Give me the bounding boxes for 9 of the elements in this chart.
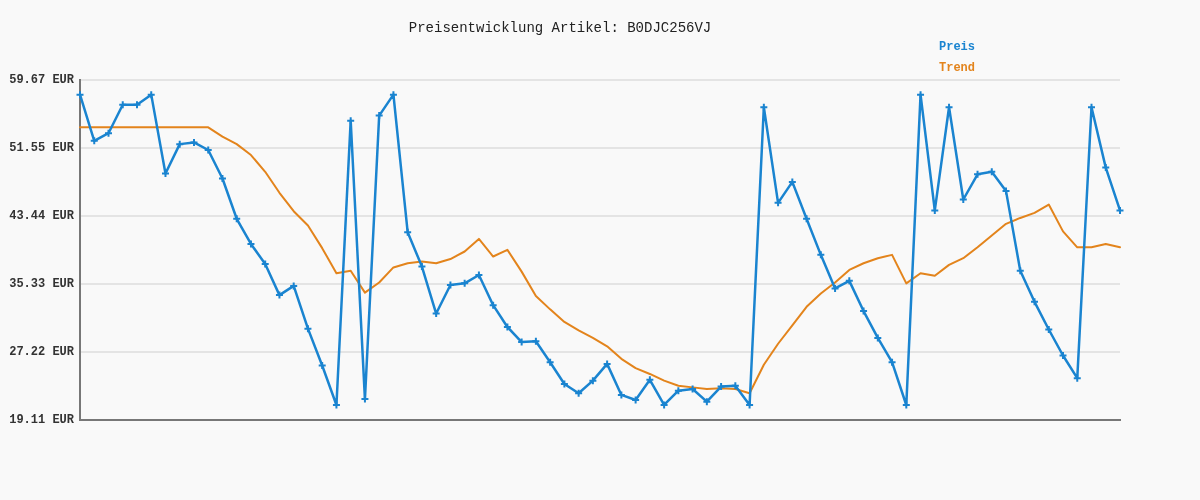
y-tick-label: 19.11 EUR bbox=[9, 413, 75, 428]
text: Preis bbox=[939, 39, 976, 54]
y-tick-label: 59.67 EUR bbox=[9, 72, 75, 87]
y-tick-label: 43.44 EUR bbox=[9, 208, 75, 223]
y-tick-label: 35.33 EUR bbox=[9, 276, 75, 291]
text: Trend bbox=[939, 60, 976, 75]
chart-title: Preisentwicklung Artikel: B0DJC256VJ bbox=[408, 20, 712, 37]
y-tick-label: 27.22 EUR bbox=[9, 344, 75, 359]
y-tick-label: 51.55 EUR bbox=[9, 140, 75, 155]
